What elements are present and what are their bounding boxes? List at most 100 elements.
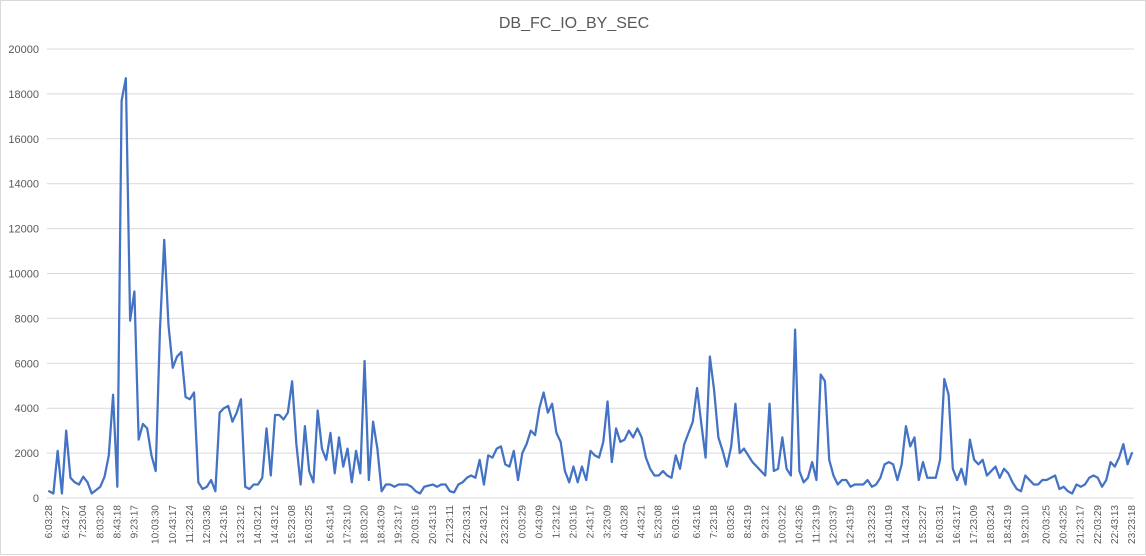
data-point (478, 459, 480, 461)
y-tick-label: 2000 (15, 448, 39, 460)
data-point (640, 436, 642, 438)
data-point (274, 414, 276, 416)
data-point (687, 432, 689, 434)
data-point (1024, 474, 1026, 476)
data-point (572, 465, 574, 467)
x-tick-label: 22:03:29 (1093, 505, 1104, 544)
data-point (649, 468, 651, 470)
data-point (960, 468, 962, 470)
data-point (1092, 474, 1094, 476)
data-point (909, 445, 911, 447)
x-tick-label: 15:23:08 (287, 505, 298, 544)
x-tick-label: 18:43:19 (1003, 505, 1014, 544)
data-point (730, 445, 732, 447)
data-point (436, 486, 438, 488)
data-point (1011, 481, 1013, 483)
data-point (513, 450, 515, 452)
x-tick-label: 14:04:19 (884, 505, 895, 544)
data-point (351, 481, 353, 483)
data-point (304, 425, 306, 427)
data-point (598, 456, 600, 458)
data-point (167, 324, 169, 326)
data-point (547, 411, 549, 413)
data-point (1007, 472, 1009, 474)
data-point (990, 470, 992, 472)
x-tick-label: 8:03:20 (95, 505, 106, 539)
data-point (329, 432, 331, 434)
data-point (849, 486, 851, 488)
data-point (768, 403, 770, 405)
data-point (253, 483, 255, 485)
data-point (615, 427, 617, 429)
x-tick-label: 19:23:10 (1020, 505, 1031, 544)
data-point (393, 486, 395, 488)
data-point (406, 483, 408, 485)
x-tick-label: 17:23:09 (969, 505, 980, 544)
data-point (986, 474, 988, 476)
data-point (282, 418, 284, 420)
x-tick-label: 12:43:16 (219, 505, 230, 544)
data-point (802, 481, 804, 483)
x-tick-label: 14:43:24 (901, 505, 912, 544)
x-tick-label: 8:43:18 (112, 505, 123, 539)
data-point (197, 481, 199, 483)
data-point (883, 463, 885, 465)
data-point (738, 452, 740, 454)
data-point (261, 477, 263, 479)
data-point (116, 486, 118, 488)
data-point (270, 474, 272, 476)
data-point (611, 461, 613, 463)
y-axis-ticks: 0 2000 4000 6000 8000 10000 12000 14000 16000 180… (8, 44, 39, 505)
data-point (926, 477, 928, 479)
data-point (636, 427, 638, 429)
data-point (287, 411, 289, 413)
x-tick-label: 18:43:09 (377, 505, 388, 544)
x-tick-label: 21:23:11 (445, 505, 456, 544)
data-point (871, 486, 873, 488)
data-point (56, 450, 58, 452)
data-point (645, 456, 647, 458)
data-point (798, 470, 800, 472)
data-point (973, 459, 975, 461)
data-point (235, 411, 237, 413)
data-point (1084, 483, 1086, 485)
data-point (913, 436, 915, 438)
x-tick-label: 7:23:18 (709, 505, 720, 539)
data-point (432, 483, 434, 485)
data-point (1109, 461, 1111, 463)
data-point (223, 407, 225, 409)
x-tick-label: 4:43:21 (637, 505, 648, 539)
x-tick-label: 2:03:16 (568, 505, 579, 539)
data-point (508, 465, 510, 467)
data-point (461, 481, 463, 483)
x-tick-label: 6:03:16 (671, 505, 682, 539)
data-point (564, 470, 566, 472)
data-point (231, 420, 233, 422)
data-point (854, 483, 856, 485)
x-tick-label: 21:23:17 (1076, 505, 1087, 544)
data-point (52, 492, 54, 494)
data-point (841, 479, 843, 481)
x-tick-label: 2:43:17 (586, 505, 597, 539)
x-tick-label: 16:43:17 (952, 505, 963, 544)
data-point (1105, 479, 1107, 481)
data-point (1118, 456, 1120, 458)
data-point (662, 470, 664, 472)
data-point (819, 373, 821, 375)
y-tick-label: 16000 (8, 134, 39, 146)
data-point (159, 328, 161, 330)
data-point (679, 468, 681, 470)
data-point (376, 447, 378, 449)
y-tick-label: 4000 (15, 403, 39, 415)
data-point (120, 99, 122, 101)
data-point (1080, 486, 1082, 488)
data-point (862, 483, 864, 485)
data-point (1050, 477, 1052, 479)
data-point (325, 459, 327, 461)
data-point (964, 483, 966, 485)
data-point (559, 441, 561, 443)
data-point (457, 483, 459, 485)
data-point (530, 429, 532, 431)
x-tick-label: 10:03:30 (151, 505, 162, 544)
data-point (1058, 488, 1060, 490)
